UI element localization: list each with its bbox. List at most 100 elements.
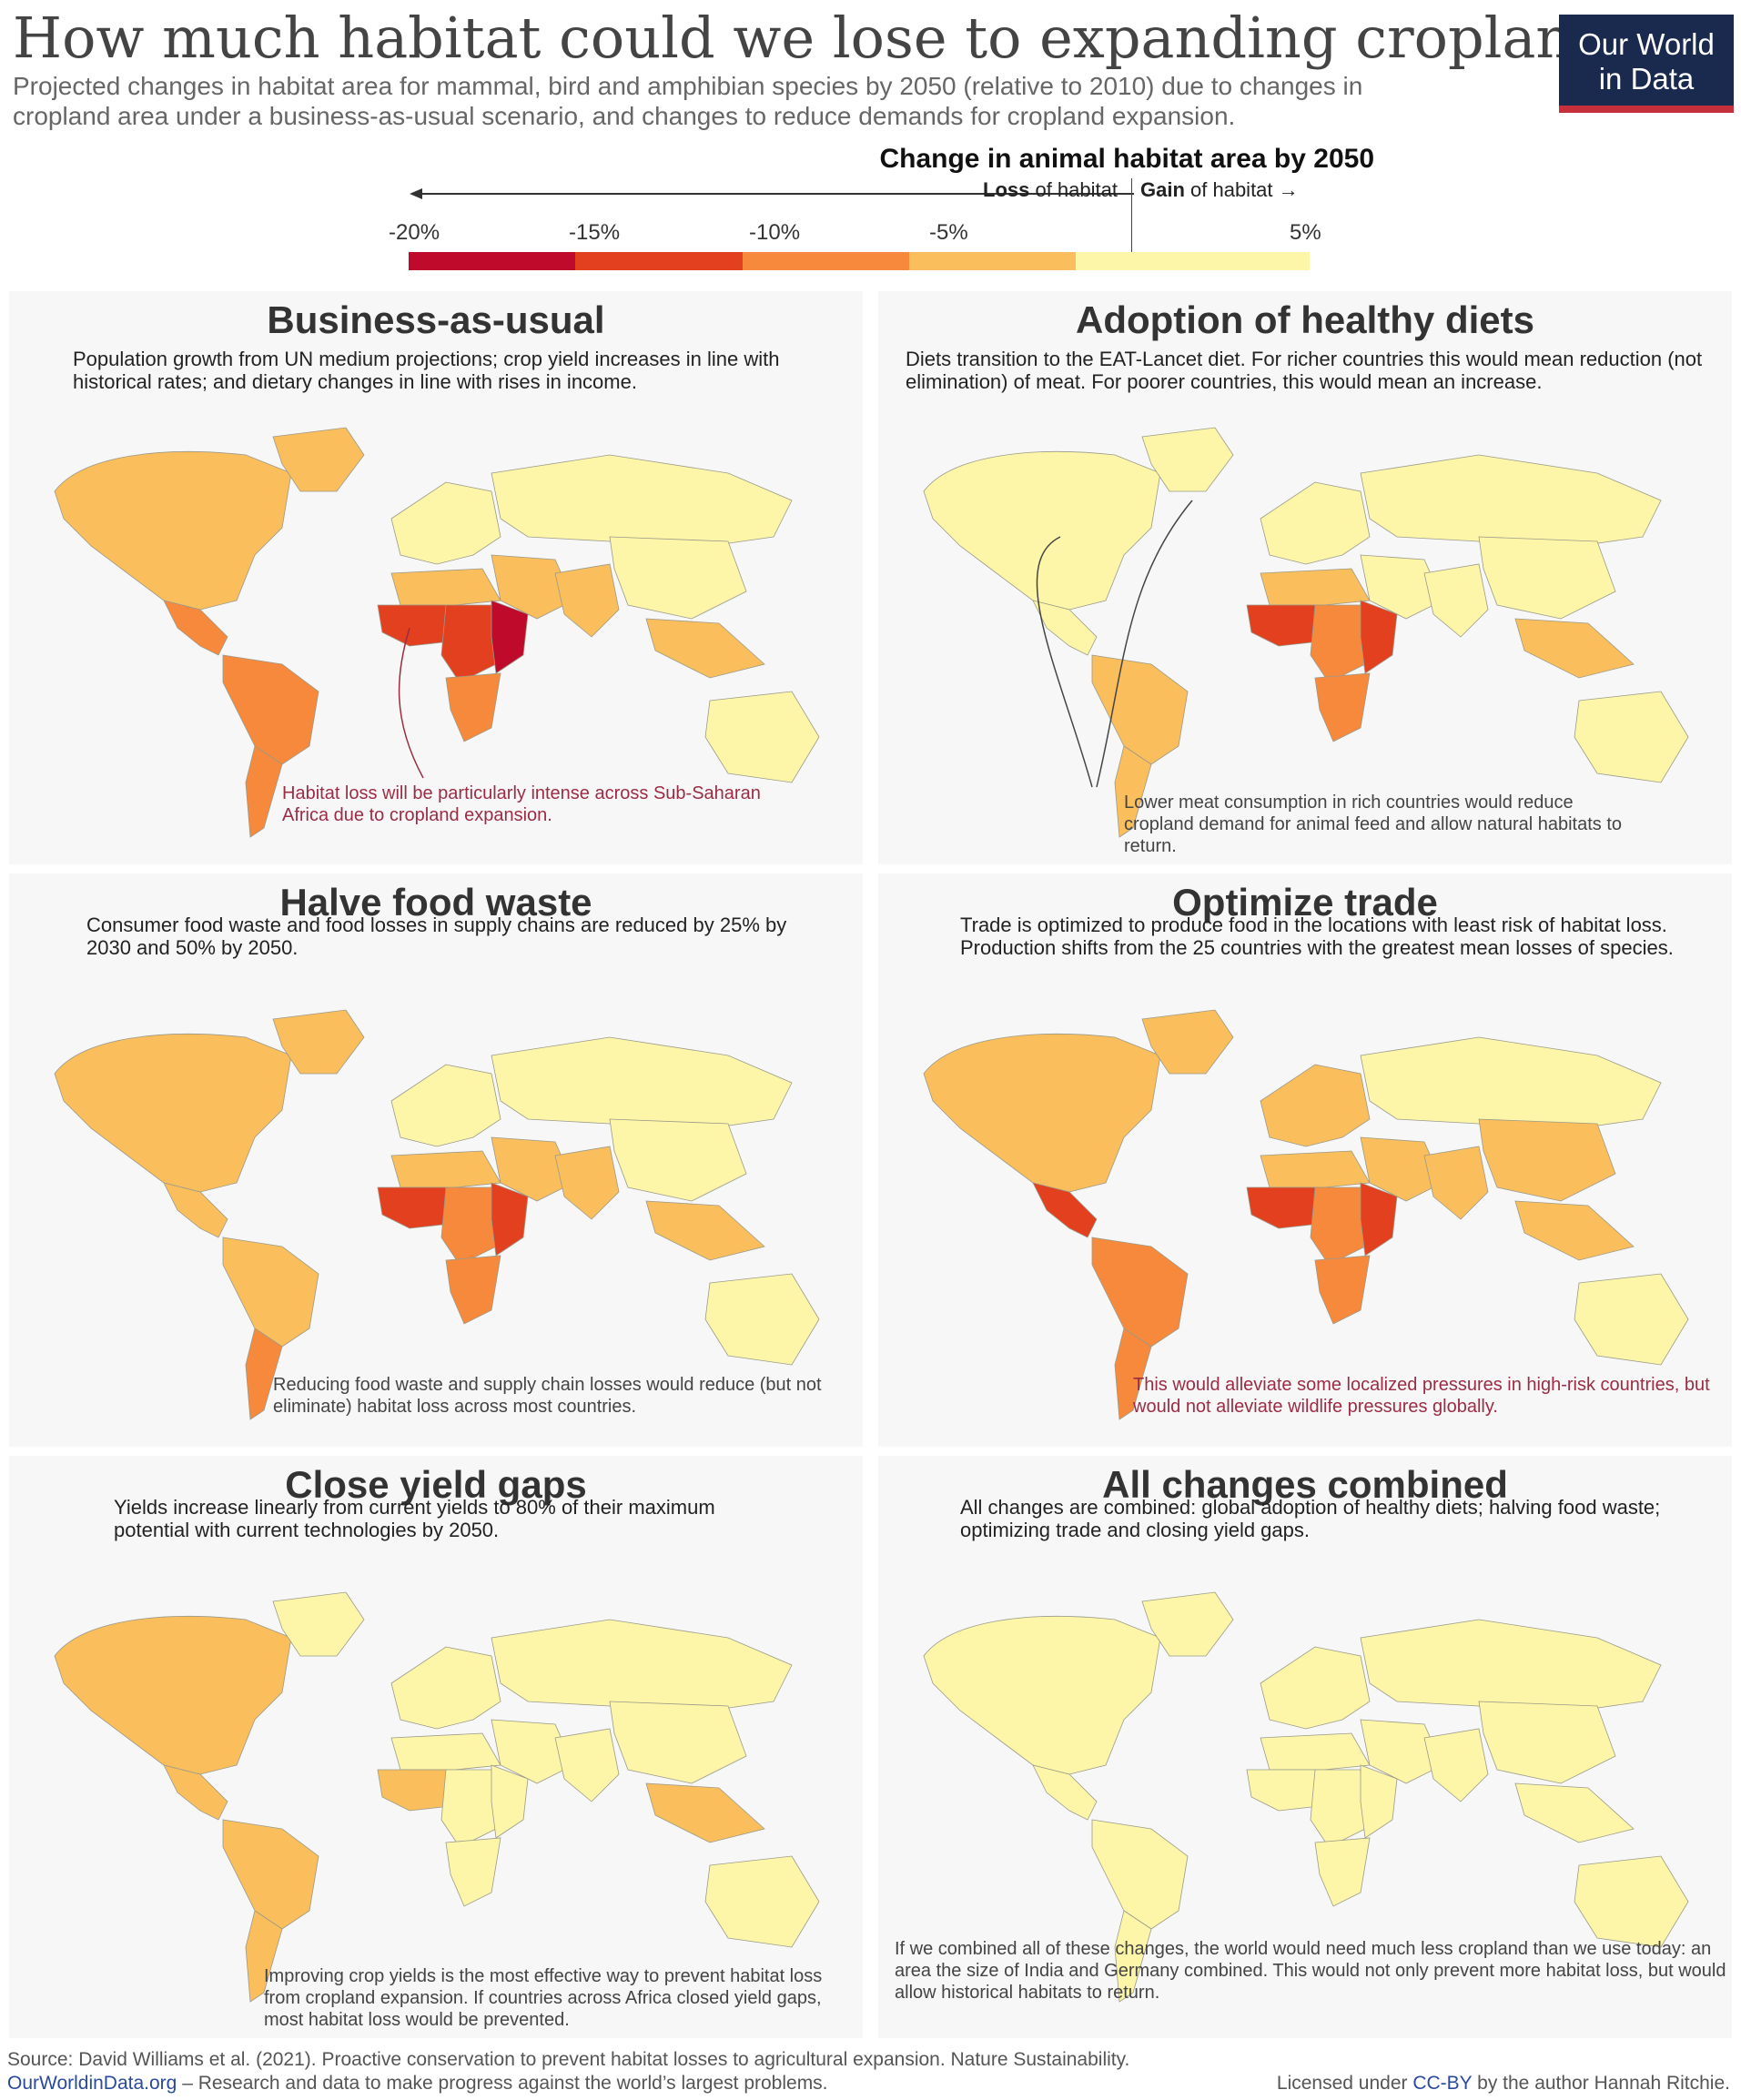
map-region[interactable] — [54, 1034, 292, 1193]
map-region[interactable] — [491, 554, 574, 620]
map-region[interactable] — [54, 1616, 292, 1775]
map-region[interactable] — [245, 1328, 283, 1420]
map-region[interactable] — [1141, 427, 1234, 492]
map-region[interactable] — [1091, 1819, 1189, 1930]
map-region[interactable] — [1360, 454, 1662, 547]
map-region[interactable] — [554, 563, 620, 638]
map-region[interactable] — [1032, 1764, 1098, 1821]
map-region[interactable] — [554, 1146, 620, 1220]
map-region[interactable] — [1360, 554, 1443, 620]
map-region[interactable] — [1246, 604, 1321, 647]
map-region[interactable] — [1314, 1837, 1371, 1907]
map-region[interactable] — [1314, 1255, 1371, 1325]
map-region[interactable] — [1478, 1118, 1616, 1202]
map-region[interactable] — [163, 1764, 228, 1821]
map-region[interactable] — [645, 1200, 765, 1261]
map-region[interactable] — [390, 1150, 501, 1188]
map-region[interactable] — [491, 1182, 529, 1257]
map-region[interactable] — [445, 672, 501, 742]
map-region[interactable] — [1032, 1182, 1098, 1238]
map-region[interactable] — [1260, 1150, 1371, 1188]
map-region[interactable] — [222, 1237, 319, 1348]
map-region[interactable] — [1574, 1855, 1689, 1948]
map-region[interactable] — [1360, 1036, 1662, 1129]
map-region[interactable] — [609, 536, 747, 620]
map-region[interactable] — [222, 1819, 319, 1930]
license-link[interactable]: CC-BY — [1412, 2073, 1473, 2094]
map-region[interactable] — [377, 604, 451, 647]
map-region[interactable] — [272, 1009, 365, 1075]
map-region[interactable] — [1141, 1009, 1234, 1075]
map-region[interactable] — [1114, 1328, 1152, 1420]
map-region[interactable] — [1514, 1782, 1635, 1843]
map-region[interactable] — [445, 1255, 501, 1325]
map-region[interactable] — [272, 1591, 365, 1657]
map-region[interactable] — [1360, 600, 1398, 674]
map-region[interactable] — [1360, 1182, 1398, 1257]
map-region[interactable] — [1423, 1146, 1489, 1220]
map-region[interactable] — [390, 568, 501, 606]
map-region[interactable] — [1478, 1701, 1616, 1784]
map-region[interactable] — [440, 1769, 497, 1848]
map-region[interactable] — [377, 1769, 451, 1812]
map-region[interactable] — [272, 427, 365, 492]
map-region[interactable] — [1260, 568, 1371, 606]
map-region[interactable] — [1246, 1186, 1321, 1229]
map-region[interactable] — [491, 1036, 793, 1129]
map-region[interactable] — [923, 1034, 1161, 1193]
map-region[interactable] — [1574, 1273, 1689, 1366]
map-region[interactable] — [491, 1136, 574, 1202]
map-region[interactable] — [445, 1837, 501, 1907]
map-region[interactable] — [440, 604, 497, 683]
map-region[interactable] — [491, 1719, 574, 1784]
map-region[interactable] — [923, 1616, 1161, 1775]
map-region[interactable] — [1478, 536, 1616, 620]
map-region[interactable] — [1514, 618, 1635, 679]
map-region[interactable] — [1032, 600, 1098, 656]
map-region[interactable] — [1360, 1619, 1662, 1711]
owid-link[interactable]: OurWorldinData.org — [7, 2073, 177, 2094]
map-region[interactable] — [554, 1728, 620, 1802]
map-region[interactable] — [645, 618, 765, 679]
map-region[interactable] — [390, 1732, 501, 1771]
map-region[interactable] — [491, 600, 529, 674]
map-region[interactable] — [1114, 1910, 1152, 2003]
map-region[interactable] — [1310, 604, 1366, 683]
map-region[interactable] — [704, 1855, 820, 1948]
map-region[interactable] — [54, 451, 292, 611]
map-region[interactable] — [1310, 1186, 1366, 1266]
map-region[interactable] — [163, 1182, 228, 1238]
map-region[interactable] — [163, 600, 228, 656]
map-region[interactable] — [245, 745, 283, 838]
map-region[interactable] — [245, 1910, 283, 2003]
map-region[interactable] — [440, 1186, 497, 1266]
map-region[interactable] — [390, 1646, 501, 1730]
map-region[interactable] — [1091, 1237, 1189, 1348]
map-region[interactable] — [704, 691, 820, 783]
map-region[interactable] — [222, 654, 319, 765]
map-region[interactable] — [491, 1764, 529, 1839]
map-region[interactable] — [1574, 691, 1689, 783]
map-region[interactable] — [1514, 1200, 1635, 1261]
map-region[interactable] — [377, 1186, 451, 1229]
map-region[interactable] — [1314, 672, 1371, 742]
map-region[interactable] — [1423, 563, 1489, 638]
map-region[interactable] — [1423, 1728, 1489, 1802]
map-region[interactable] — [390, 1064, 501, 1147]
map-region[interactable] — [1260, 1732, 1371, 1771]
map-region[interactable] — [923, 451, 1161, 611]
map-region[interactable] — [609, 1701, 747, 1784]
map-region[interactable] — [609, 1118, 747, 1202]
map-region[interactable] — [491, 454, 793, 547]
map-region[interactable] — [645, 1782, 765, 1843]
map-region[interactable] — [1360, 1764, 1398, 1839]
map-region[interactable] — [1310, 1769, 1366, 1848]
map-region[interactable] — [1360, 1719, 1443, 1784]
map-region[interactable] — [1091, 654, 1189, 765]
map-region[interactable] — [390, 481, 501, 565]
map-region[interactable] — [1260, 1064, 1371, 1147]
map-region[interactable] — [704, 1273, 820, 1366]
map-region[interactable] — [1260, 481, 1371, 565]
map-region[interactable] — [1260, 1646, 1371, 1730]
owid-logo[interactable]: Our World in Data — [1559, 15, 1734, 113]
